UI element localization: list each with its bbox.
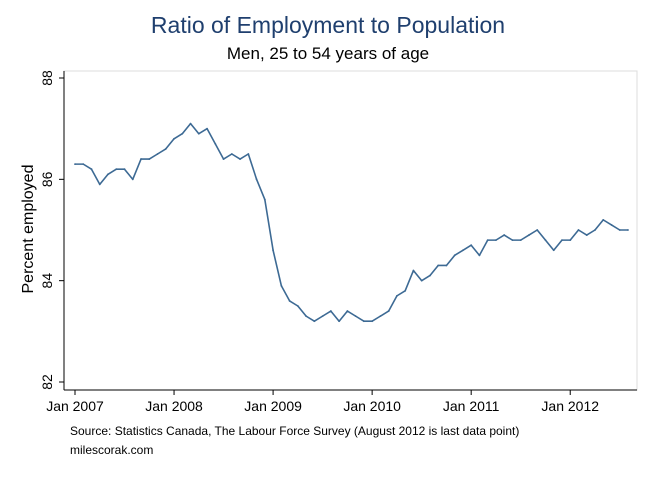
data-point [379, 315, 382, 318]
credit-note: milescorak.com [70, 443, 154, 457]
data-point [156, 153, 159, 155]
data-point [371, 320, 374, 323]
data-point [420, 279, 423, 282]
plot-region [63, 70, 638, 391]
data-point [462, 249, 464, 252]
data-point [511, 239, 514, 242]
data-point [280, 284, 283, 287]
data-point [181, 132, 184, 135]
data-point [230, 153, 233, 155]
data-point [214, 142, 217, 145]
series-layer [74, 122, 629, 323]
data-point [602, 218, 605, 221]
data-point [618, 229, 621, 231]
axes: 82 84 86 88 Jan 2007 Jan 2008 Jan 2009 Jan 2010… [39, 70, 638, 414]
y-tick-label: 82 [39, 374, 55, 390]
x-tick-label: Jan 2010 [343, 398, 401, 414]
y-tick-label: 88 [39, 70, 55, 86]
source-note: Source: Statistics Canada, The Labour Fo… [70, 424, 520, 438]
x-tick-label: Jan 2008 [145, 398, 203, 414]
data-point [107, 173, 109, 176]
data-point [123, 168, 126, 171]
data-point [536, 229, 539, 231]
data-point [206, 127, 208, 130]
data-point [338, 320, 341, 323]
data-point [313, 320, 316, 323]
data-point [519, 239, 522, 242]
data-point [239, 158, 241, 160]
data-point [98, 183, 101, 186]
data-point [197, 132, 200, 135]
data-point [115, 168, 118, 171]
data-point [528, 234, 530, 236]
y-axis-label: Percent employed [20, 165, 37, 294]
y-tick-label: 84 [39, 273, 55, 289]
chart-subtitle: Men, 25 to 54 years of age [226, 44, 430, 63]
data-point [610, 224, 613, 226]
x-tick-label: Jan 2012 [541, 398, 599, 414]
data-point [486, 239, 489, 242]
data-point [470, 244, 473, 247]
data-point [453, 254, 456, 257]
data-point [445, 264, 448, 267]
data-point [305, 315, 307, 318]
data-point [164, 148, 167, 150]
data-point [585, 234, 588, 236]
data-point [577, 229, 580, 231]
data-point [594, 229, 596, 231]
data-point [478, 254, 481, 257]
series-line [75, 122, 628, 322]
data-point [272, 249, 274, 252]
data-point [148, 158, 151, 160]
data-point [544, 239, 547, 242]
data-point [140, 158, 142, 160]
data-point [354, 315, 357, 318]
data-point [247, 153, 250, 155]
y-tick-label: 86 [39, 171, 55, 187]
data-point [189, 122, 192, 125]
x-tick-label: Jan 2011 [443, 398, 500, 414]
data-point [222, 158, 225, 160]
data-point [404, 289, 407, 292]
data-point [569, 239, 572, 242]
data-point [495, 239, 497, 242]
data-point [296, 305, 299, 307]
data-point [131, 178, 134, 181]
data-point [346, 310, 349, 312]
data-point [288, 300, 291, 302]
data-point [396, 294, 398, 297]
x-tick-label: Jan 2009 [244, 398, 302, 414]
data-point [74, 163, 76, 166]
data-point [173, 137, 175, 140]
data-point [627, 229, 629, 231]
data-point [362, 320, 365, 323]
data-point [263, 198, 266, 201]
data-point [552, 249, 555, 252]
data-point [90, 168, 93, 171]
data-point [82, 163, 85, 166]
data-point [437, 264, 440, 267]
x-tick-label: Jan 2007 [46, 398, 104, 414]
data-point [561, 239, 563, 242]
chart-title: Ratio of Employment to Population [150, 12, 506, 38]
data-point [321, 315, 324, 318]
data-point [387, 310, 390, 312]
data-point [429, 274, 431, 277]
data-point [412, 269, 415, 272]
data-point [255, 178, 258, 181]
data-point [503, 234, 506, 236]
data-point [329, 310, 332, 312]
